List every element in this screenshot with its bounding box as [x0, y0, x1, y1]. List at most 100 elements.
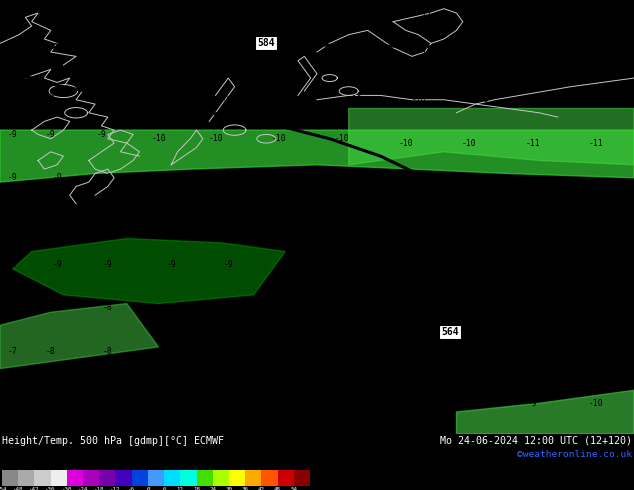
Text: Mo 24-06-2024 12:00 UTC (12+120): Mo 24-06-2024 12:00 UTC (12+120): [440, 436, 632, 446]
Text: -9: -9: [46, 130, 56, 139]
Text: -9: -9: [46, 91, 56, 100]
Text: -9: -9: [103, 217, 113, 226]
Text: -9: -9: [394, 351, 404, 360]
Text: -10: -10: [595, 8, 610, 18]
Text: -8: -8: [27, 390, 37, 399]
Text: -8: -8: [84, 390, 94, 399]
Text: -10: -10: [595, 48, 610, 56]
Text: -24: -24: [78, 487, 88, 490]
Text: -10: -10: [214, 95, 230, 104]
Text: -10: -10: [43, 8, 58, 18]
Text: -9: -9: [477, 221, 487, 230]
Text: -11: -11: [354, 8, 369, 18]
Text: -9: -9: [585, 355, 595, 365]
Text: -11: -11: [538, 95, 553, 104]
Bar: [115, 470, 132, 486]
Text: -9: -9: [8, 87, 18, 96]
Text: -9: -9: [52, 217, 62, 226]
Text: -42: -42: [29, 487, 40, 490]
Text: -8: -8: [534, 303, 544, 313]
Text: -10: -10: [588, 399, 604, 408]
Text: -9: -9: [8, 217, 18, 226]
Bar: [278, 470, 294, 486]
Text: -10: -10: [411, 95, 426, 104]
Text: -10: -10: [474, 95, 489, 104]
Text: -10: -10: [462, 139, 477, 147]
Text: 564: 564: [441, 327, 459, 337]
Text: -11: -11: [290, 8, 306, 18]
Polygon shape: [13, 239, 285, 304]
Bar: [67, 470, 83, 486]
Bar: [83, 470, 100, 486]
Text: -9: -9: [337, 394, 347, 403]
Text: -8: -8: [344, 303, 354, 313]
Bar: [51, 470, 67, 486]
Text: -9: -9: [223, 217, 233, 226]
Bar: [164, 470, 180, 486]
Text: 54: 54: [290, 487, 297, 490]
Text: -11: -11: [538, 48, 553, 56]
Text: -48: -48: [13, 487, 23, 490]
Bar: [229, 470, 245, 486]
Text: -10: -10: [107, 48, 122, 56]
Text: -9: -9: [274, 394, 284, 403]
Bar: [261, 470, 278, 486]
Text: -10: -10: [335, 134, 350, 143]
Bar: [132, 470, 148, 486]
Text: -9: -9: [52, 260, 62, 269]
Text: 30: 30: [226, 487, 233, 490]
Polygon shape: [0, 304, 158, 368]
Text: -11: -11: [525, 139, 540, 147]
Text: -11: -11: [538, 8, 553, 18]
Bar: [2, 470, 18, 486]
Bar: [245, 470, 261, 486]
Text: -11: -11: [595, 95, 610, 104]
Text: -11: -11: [360, 48, 375, 56]
Text: -9: -9: [413, 221, 424, 230]
Text: 42: 42: [258, 487, 265, 490]
Bar: [180, 470, 197, 486]
Text: -9: -9: [223, 260, 233, 269]
Text: 584: 584: [257, 38, 275, 49]
Text: -10: -10: [5, 43, 20, 52]
Text: -9: -9: [350, 217, 360, 226]
Text: -8: -8: [166, 347, 176, 356]
Bar: [100, 470, 115, 486]
Text: -10: -10: [347, 95, 363, 104]
Text: -10: -10: [208, 134, 223, 143]
Text: -10: -10: [398, 139, 413, 147]
Text: -9: -9: [8, 173, 18, 182]
Text: -9: -9: [8, 260, 18, 269]
Text: -9: -9: [166, 260, 176, 269]
Text: -10: -10: [49, 43, 65, 52]
Text: -9: -9: [407, 394, 417, 403]
Text: -8: -8: [160, 303, 170, 313]
Text: -8: -8: [141, 390, 151, 399]
Bar: [213, 470, 229, 486]
Text: 18: 18: [193, 487, 200, 490]
Text: -9: -9: [521, 355, 531, 365]
Text: 0: 0: [146, 487, 150, 490]
Polygon shape: [0, 130, 634, 182]
Text: -12: -12: [110, 487, 120, 490]
Text: -11: -11: [474, 8, 489, 18]
Text: Height/Temp. 500 hPa [gdmp][°C] ECMWF: Height/Temp. 500 hPa [gdmp][°C] ECMWF: [2, 436, 224, 446]
Text: -7: -7: [8, 347, 18, 356]
Text: -9: -9: [204, 390, 214, 399]
Text: -8: -8: [287, 303, 297, 313]
Text: -10: -10: [278, 95, 293, 104]
Bar: [294, 470, 310, 486]
Text: -8: -8: [287, 260, 297, 269]
Text: -9: -9: [413, 260, 424, 269]
Text: -10: -10: [5, 8, 20, 18]
Text: -8: -8: [407, 303, 417, 313]
Text: -9: -9: [166, 217, 176, 226]
Text: -9: -9: [591, 182, 601, 191]
Bar: [18, 470, 34, 486]
Text: -9: -9: [96, 95, 107, 104]
Text: -8: -8: [223, 303, 233, 313]
Text: -9: -9: [344, 182, 354, 191]
Text: -11: -11: [417, 8, 432, 18]
Text: -10: -10: [164, 52, 179, 61]
Text: -54: -54: [0, 487, 7, 490]
